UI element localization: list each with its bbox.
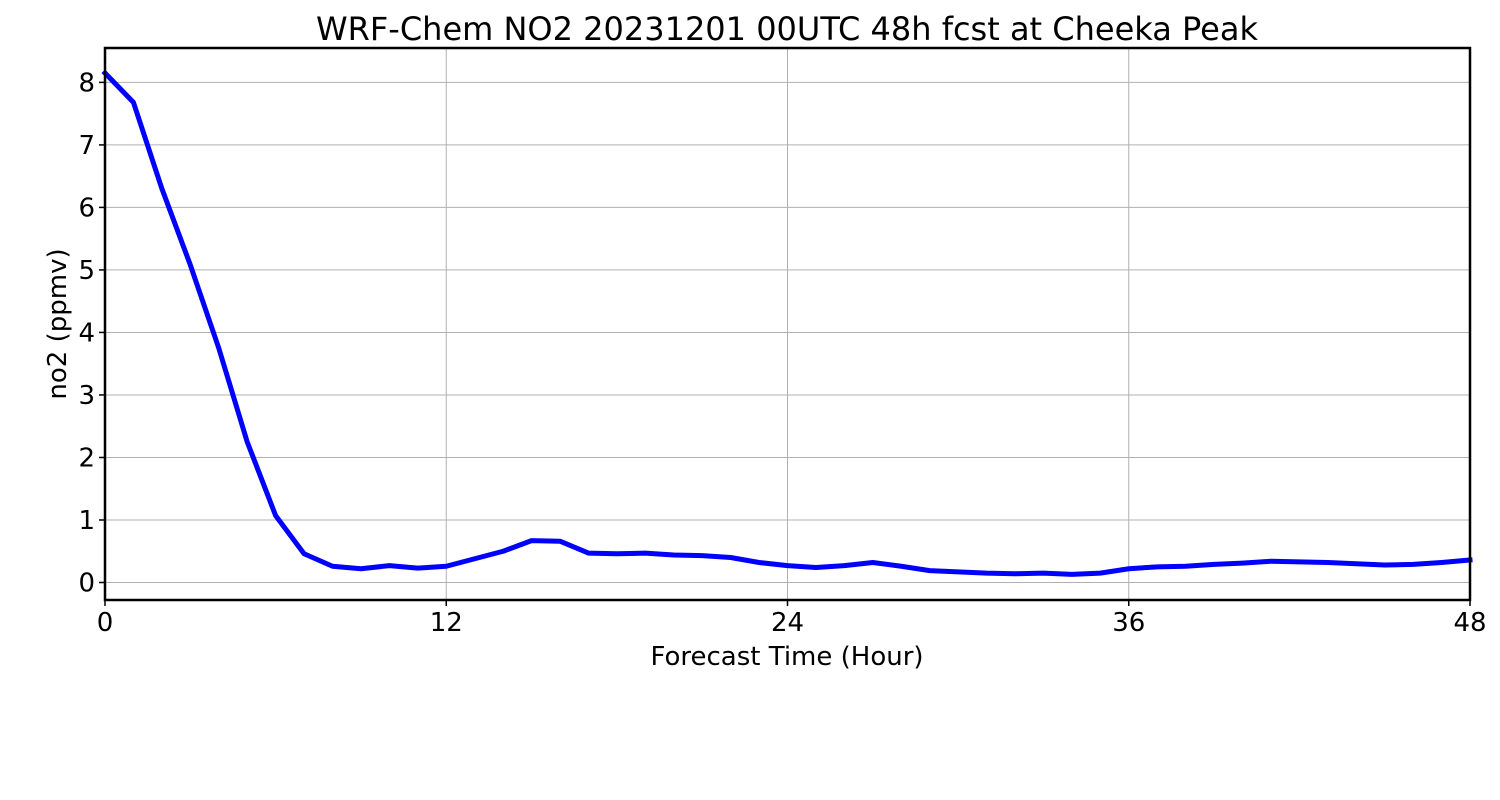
y-tick-label: 5	[78, 256, 95, 286]
y-tick-label: 8	[78, 68, 95, 98]
grid	[104, 48, 1471, 600]
y-tick-label: 3	[78, 381, 95, 411]
y-tick-label: 2	[78, 443, 95, 473]
y-tick-label: 1	[78, 506, 95, 536]
x-tick-label: 24	[771, 608, 804, 638]
chart-title: WRF-Chem NO2 20231201 00UTC 48h fcst at …	[316, 10, 1258, 48]
y-tick-label: 4	[78, 318, 95, 348]
series-line	[101, 69, 1473, 577]
series-layer	[101, 69, 1473, 577]
y-axis-label: no2 (ppmv)	[43, 248, 73, 399]
y-tick-label: 7	[78, 131, 95, 161]
x-tick-label: 48	[1453, 608, 1486, 638]
x-tick-label: 36	[1112, 608, 1145, 638]
y-tick-label: 6	[78, 193, 95, 223]
x-axis-label: Forecast Time (Hour)	[650, 642, 923, 672]
y-tick-label: 0	[78, 568, 95, 598]
x-tick-label: 0	[97, 608, 114, 638]
x-tick-label: 12	[430, 608, 463, 638]
